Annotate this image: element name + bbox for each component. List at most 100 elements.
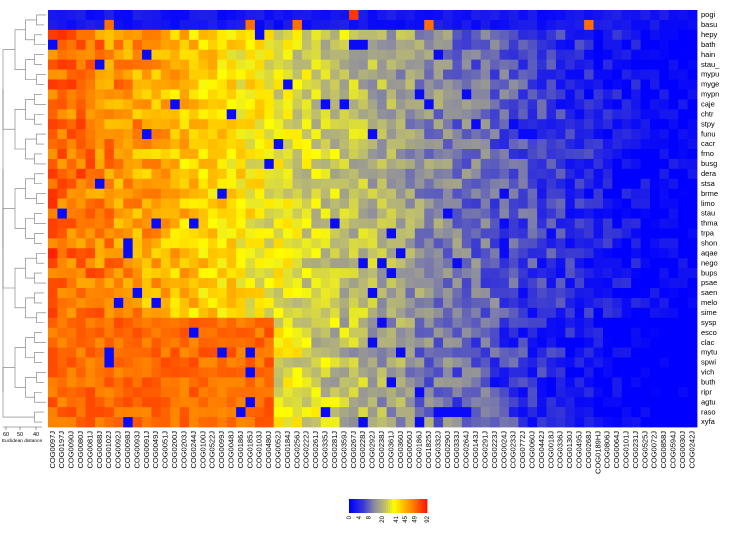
heatmap-cell <box>170 158 181 170</box>
heatmap-cell <box>95 258 105 269</box>
heatmap-cell <box>471 59 482 70</box>
heatmap-cell <box>85 129 96 140</box>
heatmap-cell <box>678 109 688 120</box>
heatmap-cell <box>113 198 124 209</box>
dendrogram-branch <box>25 297 37 319</box>
heatmap-cell <box>104 307 115 319</box>
heatmap-cell <box>160 307 171 319</box>
heatmap-cell <box>330 198 340 209</box>
heatmap-cell <box>424 347 435 358</box>
heatmap-cell <box>377 19 388 31</box>
heatmap-cell <box>320 297 331 309</box>
heatmap-cell <box>198 158 209 170</box>
heatmap-cell <box>226 29 237 41</box>
heatmap-cell <box>320 168 331 180</box>
column-label: COG0244J <box>189 431 198 469</box>
heatmap-cell <box>367 158 378 170</box>
dendrogram-branch <box>25 218 35 239</box>
heatmap-cell <box>367 198 378 209</box>
heatmap-cell <box>367 10 378 21</box>
heatmap-cell <box>292 327 303 339</box>
heatmap-cell <box>66 59 77 70</box>
column-label: COG0268J <box>584 431 593 469</box>
heatmap-cell <box>198 297 209 309</box>
heatmap-cell <box>207 387 218 398</box>
heatmap-cell <box>452 10 463 21</box>
heatmap-cell <box>555 297 566 309</box>
heatmap-cell <box>396 417 406 428</box>
heatmap-cell <box>593 129 604 140</box>
heatmap-cell <box>649 347 660 358</box>
heatmap-cell <box>461 228 472 239</box>
heatmap-cell <box>480 188 491 200</box>
heatmap-cell <box>132 278 143 289</box>
heatmap-cell <box>236 347 246 358</box>
heatmap-cell <box>593 19 604 31</box>
heatmap-cell <box>320 158 331 170</box>
heatmap-cell <box>245 268 256 279</box>
heatmap-cell <box>123 178 134 190</box>
heatmap-cell <box>640 268 651 279</box>
heatmap-cell <box>668 258 679 269</box>
heatmap-cell <box>48 158 58 170</box>
heatmap-cell <box>48 357 58 368</box>
heatmap-cell <box>57 79 68 90</box>
heatmap-cell <box>546 208 557 219</box>
heatmap-cell <box>301 238 312 249</box>
heatmap-cell <box>245 307 256 319</box>
heatmap-cell <box>433 149 444 160</box>
color-key-swatch <box>358 499 362 513</box>
heatmap-cell <box>480 59 491 70</box>
heatmap-cell <box>537 79 547 90</box>
heatmap-cell <box>565 188 576 200</box>
heatmap-cell <box>283 99 293 110</box>
heatmap-cell <box>113 377 124 388</box>
heatmap-cell <box>687 10 698 21</box>
heatmap-cell <box>631 198 641 209</box>
heatmap-cell <box>330 149 340 160</box>
heatmap-cell <box>565 79 576 90</box>
heatmap-cell <box>499 39 510 51</box>
heatmap-cell <box>443 19 453 31</box>
heatmap-cell <box>283 29 293 41</box>
heatmap-cell <box>160 407 171 418</box>
heatmap-cell <box>555 347 566 358</box>
color-key-swatch <box>374 499 377 513</box>
heatmap-cell <box>490 238 500 249</box>
heatmap-cell <box>555 268 566 279</box>
heatmap-cell <box>179 10 190 21</box>
heatmap-cell <box>386 19 397 31</box>
heatmap-cell <box>452 208 463 219</box>
heatmap-cell <box>527 387 538 398</box>
heatmap-cell <box>555 367 566 378</box>
heatmap-cell <box>57 268 68 279</box>
heatmap-cell <box>574 139 585 150</box>
heatmap-cell <box>66 79 77 90</box>
heatmap-cell <box>443 59 453 70</box>
heatmap-cell <box>76 407 87 418</box>
heatmap-cell <box>433 337 444 348</box>
heatmap-cell <box>537 178 547 190</box>
heatmap-cell <box>104 109 115 120</box>
heatmap-cell <box>283 317 293 329</box>
heatmap-cell <box>649 129 660 140</box>
heatmap-cell <box>217 317 228 329</box>
heatmap-cell <box>687 337 698 348</box>
heatmap-cell <box>339 99 350 110</box>
heatmap-cell <box>236 238 246 249</box>
heatmap-cell <box>612 347 623 358</box>
column-label: COG0100J <box>198 431 207 469</box>
heatmap-cell <box>226 99 237 110</box>
heatmap-cell <box>123 119 134 130</box>
heatmap-cell <box>170 347 181 358</box>
heatmap-cell <box>565 69 576 80</box>
heatmap-cell <box>537 49 547 61</box>
heatmap-cell <box>170 149 181 160</box>
heatmap-cell <box>330 208 340 219</box>
heatmap-cell <box>245 297 256 309</box>
heatmap-cell <box>443 297 453 309</box>
heatmap-cell <box>433 387 444 398</box>
heatmap-cell <box>396 139 406 150</box>
heatmap-cell <box>66 367 77 378</box>
heatmap-cell <box>311 228 322 239</box>
